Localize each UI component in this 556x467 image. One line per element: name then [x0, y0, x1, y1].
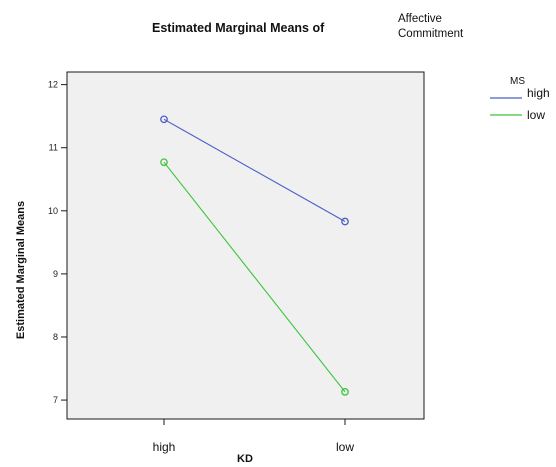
data-point-low	[341, 388, 349, 396]
chart-subtitle-line-1: Affective	[398, 13, 442, 25]
series-line-high	[163, 118, 346, 223]
y-axis-title: Estimated Marginal Means	[15, 201, 27, 339]
y-tick-label: 12	[48, 80, 58, 90]
y-axis: 7 8 9 10 11 12	[48, 80, 67, 405]
x-tick-label: low	[336, 440, 354, 454]
y-tick-label: 11	[49, 143, 58, 153]
x-tick-label: high	[153, 440, 176, 454]
y-tick-label: 10	[48, 206, 58, 216]
plot-area	[66, 71, 425, 420]
chart-title: Estimated Marginal Means of	[152, 21, 325, 35]
chart-subtitle-line-2: Commitment	[398, 28, 464, 40]
legend-label-high: high	[527, 86, 550, 100]
legend-label-low: low	[527, 108, 545, 122]
data-point-high	[341, 217, 349, 226]
y-tick-label: 9	[53, 269, 58, 279]
data-point-low	[160, 158, 168, 167]
y-tick-label: 8	[53, 332, 58, 342]
y-tick-label: 7	[53, 395, 58, 405]
x-axis-title: KD	[237, 453, 253, 465]
legend-title: MS	[510, 76, 525, 87]
x-axis: high low	[153, 419, 354, 454]
data-point-high	[160, 115, 168, 124]
series-layer	[160, 115, 349, 396]
series-line-low	[163, 161, 346, 393]
legend: MS high low	[490, 76, 550, 122]
